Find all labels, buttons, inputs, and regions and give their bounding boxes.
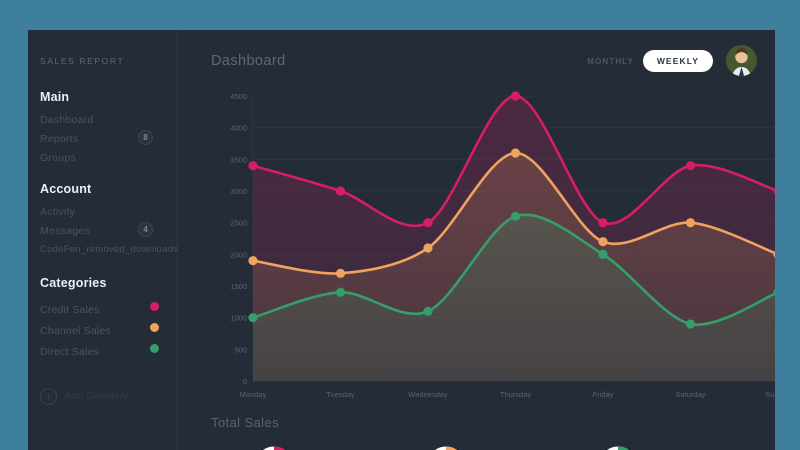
sidebar-item-dashboard[interactable]: Dashboard xyxy=(40,114,94,126)
sidebar-item-codefen-removed-downloads[interactable]: CodeFen_removed_downloads xyxy=(40,244,179,255)
chart-x-axis: Monday Tuesday Wednesday Thursday Friday Satu… xyxy=(240,390,775,399)
svg-text:Wednesday: Wednesday xyxy=(408,390,448,399)
period-toggle[interactable]: MONTHLY WEEKLY xyxy=(587,50,713,72)
svg-text:4500: 4500 xyxy=(230,92,247,101)
category-label: Direct Sales xyxy=(40,346,100,358)
category-color-dot xyxy=(150,302,159,311)
tab-weekly[interactable]: WEEKLY xyxy=(642,50,713,72)
page-title: Dashboard xyxy=(211,53,286,69)
svg-text:4000: 4000 xyxy=(230,124,247,133)
chart-data-points[interactable] xyxy=(248,91,775,329)
svg-text:1000: 1000 xyxy=(230,314,247,323)
svg-text:Sunday: Sunday xyxy=(765,390,775,399)
avatar[interactable] xyxy=(726,45,757,76)
dashboard-card: SALES REPORT Main Dashboard Reports 8 Gr… xyxy=(28,30,775,450)
svg-text:2500: 2500 xyxy=(230,219,247,228)
chart-areas xyxy=(253,96,775,381)
category-label: Channel Sales xyxy=(40,325,111,337)
svg-text:Monday: Monday xyxy=(240,390,267,399)
brand-label: SALES REPORT xyxy=(40,56,125,66)
sidebar-item-groups[interactable]: Groups xyxy=(40,152,76,164)
sales-line-chart: 0 500 1000 1500 2000 2500 3000 3500 4000 4500 Mon… xyxy=(211,88,775,403)
svg-text:Saturday: Saturday xyxy=(675,390,705,399)
sidebar-badge-messages: 4 xyxy=(138,222,153,237)
category-color-dot xyxy=(150,344,159,353)
donut-channel-sales xyxy=(400,445,492,450)
svg-text:Tuesday: Tuesday xyxy=(326,390,355,399)
category-item-credit-sales[interactable]: Credit Sales xyxy=(40,300,159,318)
svg-text:Thursday: Thursday xyxy=(500,390,532,399)
total-sales-title: Total Sales xyxy=(211,415,279,430)
sidebar-item-reports[interactable]: Reports xyxy=(40,133,79,145)
category-color-dot xyxy=(150,323,159,332)
category-item-channel-sales[interactable]: Channel Sales xyxy=(40,321,159,339)
sidebar-section-main: Main xyxy=(40,90,70,104)
svg-text:1500: 1500 xyxy=(230,282,247,291)
donut-direct-sales xyxy=(572,445,664,450)
plus-icon: + xyxy=(40,388,57,405)
sidebar-section-account: Account xyxy=(40,182,92,196)
svg-text:500: 500 xyxy=(234,345,247,354)
add-category-label: Add Category xyxy=(65,391,129,402)
svg-text:3500: 3500 xyxy=(230,155,247,164)
sidebar: SALES REPORT Main Dashboard Reports 8 Gr… xyxy=(28,30,178,450)
sidebar-item-activity[interactable]: Activity xyxy=(40,206,76,218)
svg-text:Friday: Friday xyxy=(593,390,614,399)
svg-text:0: 0 xyxy=(243,377,247,386)
category-item-direct-sales[interactable]: Direct Sales xyxy=(40,342,159,360)
main-content: Dashboard MONTHLY WEEKLY xyxy=(178,30,775,450)
sidebar-section-categories: Categories xyxy=(40,276,107,290)
svg-text:3000: 3000 xyxy=(230,187,247,196)
sidebar-item-messages[interactable]: Messages xyxy=(40,225,90,237)
chart-y-axis: 0 500 1000 1500 2000 2500 3000 3500 4000 4500 xyxy=(230,92,247,386)
svg-text:2000: 2000 xyxy=(230,250,247,259)
add-category-button[interactable]: + Add Category xyxy=(40,388,129,405)
donut-credit-sales xyxy=(228,445,320,450)
sidebar-badge-reports: 8 xyxy=(138,130,153,145)
chart-svg: 0 500 1000 1500 2000 2500 3000 3500 4000 4500 Mon… xyxy=(230,91,775,399)
category-label: Credit Sales xyxy=(40,304,100,316)
tab-monthly[interactable]: MONTHLY xyxy=(587,56,634,66)
